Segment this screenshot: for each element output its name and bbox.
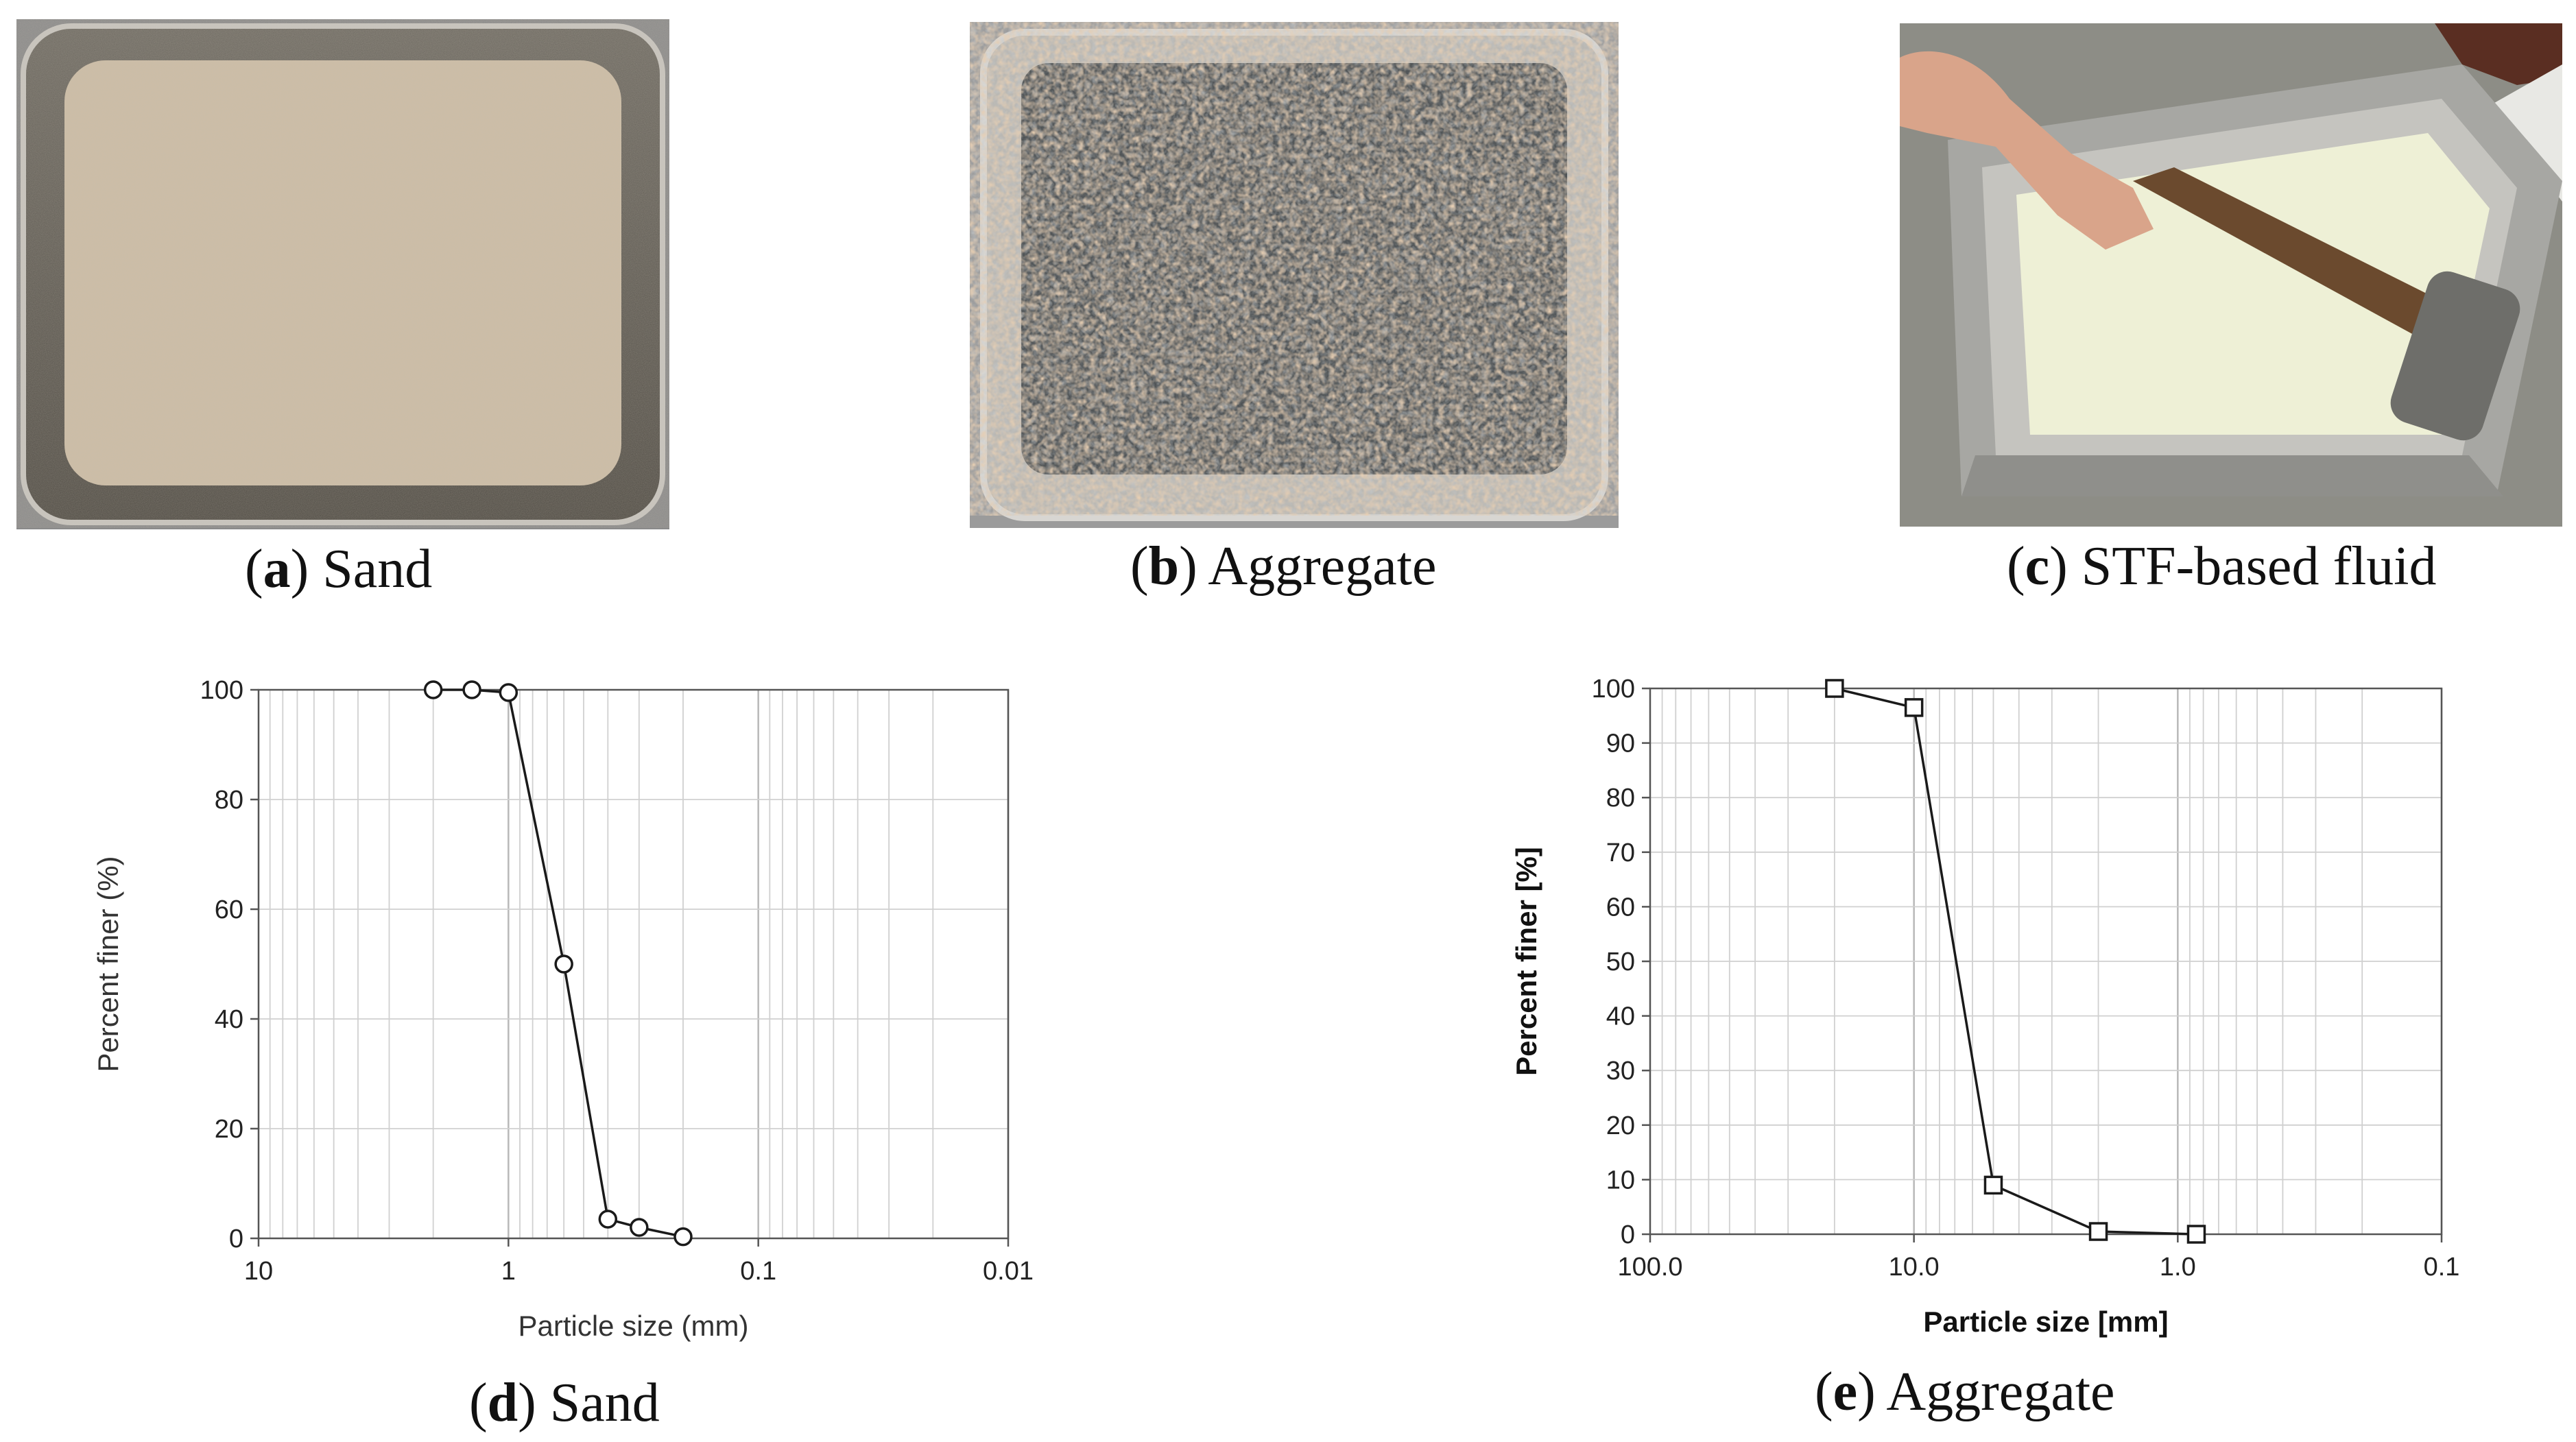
- y-tick-label: 20: [1606, 1111, 1635, 1140]
- x-tick-label: 1.0: [2160, 1253, 2196, 1282]
- data-point: [423, 680, 443, 699]
- caption-e: (e) Aggregate: [1815, 1362, 2115, 1422]
- y-tick-label: 50: [1606, 948, 1635, 976]
- data-point: [630, 1218, 649, 1237]
- x-tick-label: 0.01: [983, 1257, 1034, 1286]
- x-tick-label: 100.0: [1617, 1253, 1682, 1282]
- data-point: [1983, 1175, 2003, 1195]
- y-tick-label: 80: [215, 786, 243, 815]
- y-tick-label: 30: [1606, 1057, 1635, 1085]
- x-tick-label: 10: [244, 1257, 273, 1286]
- y-tick-label: 100: [200, 676, 243, 705]
- chart-aggregate-gradation: 0 10 20 30 40 50 60 70 80 90 100 100.0 10.0 1.0 0.1 Par…: [1440, 617, 2576, 1371]
- data-point: [1825, 679, 1844, 698]
- y-tick-label: 20: [215, 1115, 243, 1144]
- x-tick-label: 1: [501, 1257, 516, 1286]
- caption-c: (c) STF-based fluid: [2007, 536, 2437, 597]
- y-tick-label: 100: [1592, 675, 1635, 704]
- data-point: [462, 680, 481, 699]
- stf-fluid-photo: [1900, 23, 2562, 527]
- y-tick-label: 80: [1606, 784, 1635, 813]
- data-point: [554, 954, 573, 974]
- data-point: [1904, 698, 1924, 717]
- x-axis-label: Particle size (mm): [518, 1310, 748, 1342]
- data-point: [2186, 1225, 2206, 1244]
- y-axis-label: Percent finer [%]: [1510, 847, 1542, 1076]
- chart-d-grid: [259, 689, 1010, 1239]
- aggregate-photo: [970, 22, 1619, 528]
- data-point: [2088, 1222, 2108, 1241]
- data-point: [673, 1227, 693, 1247]
- data-point: [598, 1210, 618, 1229]
- y-tick-label: 0: [1621, 1221, 1635, 1249]
- y-tick-label: 40: [1606, 1002, 1635, 1031]
- y-tick-label: 90: [1606, 730, 1635, 758]
- y-tick-label: 40: [215, 1005, 243, 1034]
- y-axis-label: Percent finer (%): [92, 856, 124, 1072]
- x-tick-label: 0.1: [2424, 1253, 2460, 1282]
- x-axis-label: Particle size [mm]: [1923, 1306, 2168, 1338]
- chart-d-svg: 0 20 40 60 80 100 10 1 0.1 0.01 Particle size (mm)…: [92, 676, 1034, 1342]
- sand-photo: [16, 19, 669, 529]
- caption-d: (d) Sand: [469, 1373, 660, 1433]
- y-tick-label: 60: [1606, 893, 1635, 922]
- y-tick-label: 10: [1606, 1166, 1635, 1194]
- y-tick-label: 70: [1606, 839, 1635, 867]
- y-tick-label: 60: [215, 896, 243, 924]
- caption-a: (a) Sand: [245, 539, 433, 599]
- x-tick-label: 0.1: [740, 1257, 776, 1286]
- chart-d-frame: [257, 688, 1010, 1240]
- x-tick-label: 10.0: [1889, 1253, 1940, 1282]
- data-point: [499, 683, 518, 702]
- chart-e-grid: [1650, 688, 2443, 1235]
- chart-e-svg: 0 10 20 30 40 50 60 70 80 90 100 100.0 10.0 1.0 0.1 Par…: [1510, 675, 2460, 1338]
- caption-b: (b) Aggregate: [1130, 536, 1437, 597]
- chart-sand-gradation: 0 20 40 60 80 100 10 1 0.1 0.01 Particle size (mm)…: [0, 617, 1166, 1371]
- y-tick-label: 0: [229, 1225, 243, 1253]
